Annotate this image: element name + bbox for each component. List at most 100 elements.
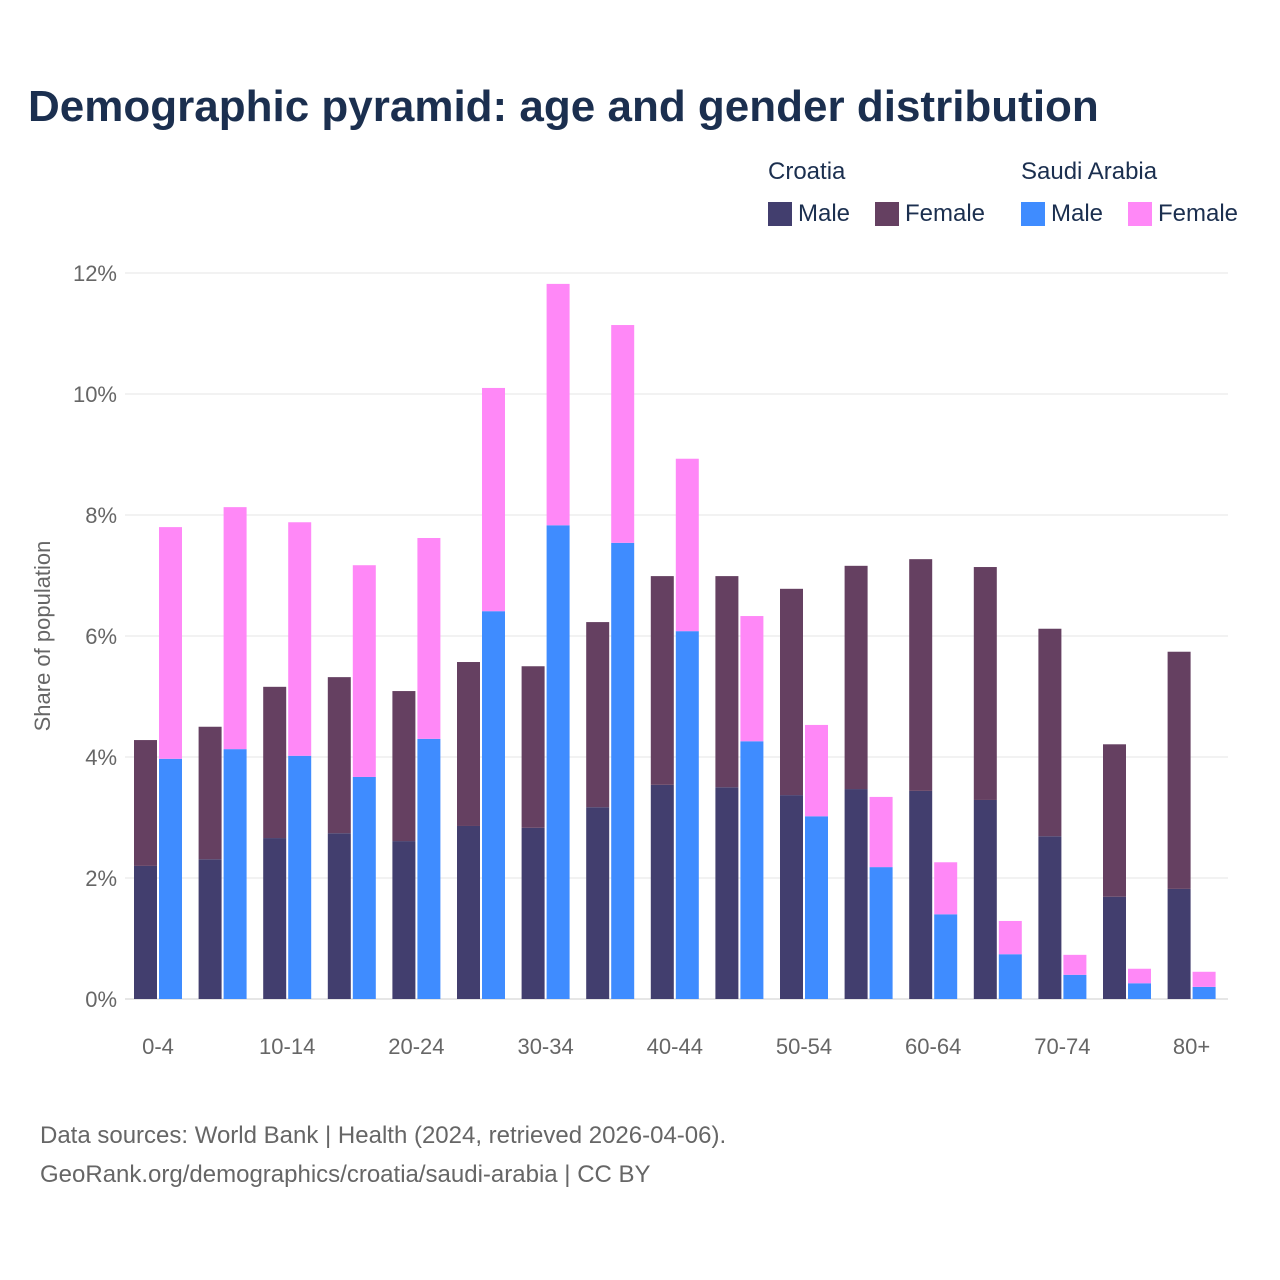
- bar-saudi-male: [1128, 983, 1151, 999]
- bar-saudi-female: [934, 862, 958, 915]
- bar-saudi-female: [288, 522, 312, 756]
- bar-croatia-male: [973, 799, 997, 999]
- bar-croatia-female: [1038, 628, 1062, 837]
- bar-croatia-female: [392, 691, 416, 842]
- source-url-line: GeoRank.org/demographics/croatia/saudi-a…: [40, 1161, 651, 1188]
- legend-label: Female: [905, 200, 986, 227]
- y-tick-label: 4%: [85, 745, 117, 770]
- x-tick-label: 50-54: [776, 1034, 832, 1059]
- bar-croatia-female: [1167, 651, 1191, 889]
- bar-saudi-female: [1063, 954, 1087, 975]
- bar-saudi-male: [998, 954, 1022, 999]
- bar-saudi-male: [159, 758, 182, 999]
- bar-saudi-male: [611, 542, 635, 999]
- bar-saudi-male: [288, 755, 312, 999]
- bar-croatia-male: [521, 827, 545, 999]
- bar-croatia-male: [1103, 896, 1126, 999]
- legend-swatch: [875, 202, 899, 226]
- bar-croatia-female: [457, 662, 480, 826]
- y-axis-label: Share of population: [30, 541, 55, 732]
- bar-saudi-female: [417, 537, 441, 739]
- bar-croatia-female: [973, 567, 997, 800]
- bar-saudi-female: [546, 283, 570, 526]
- source-note: Data sources: World Bank | Health (2024,…: [40, 1116, 726, 1194]
- bar-saudi-male: [740, 741, 764, 999]
- bar-croatia-male: [1167, 888, 1191, 999]
- bar-croatia-male: [844, 789, 868, 999]
- bar-croatia-female: [650, 576, 674, 785]
- legend-croatia-female: Female: [875, 200, 985, 228]
- bar-saudi-female: [482, 387, 505, 612]
- y-tick-label: 10%: [73, 382, 117, 407]
- bar-saudi-female: [352, 565, 376, 777]
- bar-croatia-male: [134, 865, 157, 999]
- bar-saudi-female: [1192, 971, 1216, 987]
- legend-saudi-male: Male: [1021, 200, 1103, 228]
- bar-saudi-female: [869, 796, 893, 868]
- bar-saudi-female: [998, 920, 1022, 955]
- bar-croatia-male: [780, 795, 803, 999]
- bar-croatia-female: [198, 726, 222, 860]
- bar-saudi-male: [934, 914, 958, 999]
- x-tick-label: 10-14: [259, 1034, 315, 1059]
- bar-saudi-female: [675, 458, 699, 632]
- bar-croatia-male: [650, 784, 674, 999]
- bar-saudi-male: [675, 631, 699, 999]
- bar-croatia-male: [327, 833, 351, 999]
- x-tick-label: 30-34: [517, 1034, 573, 1059]
- bar-saudi-male: [1192, 986, 1216, 999]
- legend-label: Female: [1158, 200, 1239, 227]
- legend-label: Male: [1051, 200, 1104, 227]
- x-tick-label: 60-64: [905, 1034, 961, 1059]
- source-line: Data sources: World Bank | Health (2024,…: [40, 1122, 727, 1149]
- bar-croatia-male: [457, 825, 480, 999]
- x-tick-label: 0-4: [142, 1034, 174, 1059]
- bar-saudi-female: [740, 616, 764, 742]
- bar-croatia-female: [521, 666, 545, 828]
- y-tick-label: 12%: [73, 261, 117, 286]
- bar-croatia-male: [586, 807, 610, 999]
- bar-croatia-female: [909, 559, 933, 791]
- bar-saudi-male: [869, 867, 893, 999]
- bar-croatia-female: [586, 622, 610, 808]
- x-tick-label: 40-44: [647, 1034, 703, 1059]
- bar-saudi-female: [1128, 968, 1151, 984]
- bar-saudi-female: [805, 724, 828, 817]
- bar-saudi-male: [417, 738, 441, 999]
- bar-saudi-female: [611, 325, 635, 543]
- bar-croatia-male: [198, 859, 222, 999]
- legend-swatch: [768, 202, 792, 226]
- bar-croatia-female: [715, 576, 739, 788]
- bar-croatia-male: [715, 787, 739, 999]
- bar-croatia-female: [780, 588, 803, 796]
- x-tick-label: 80+: [1173, 1034, 1210, 1059]
- bar-saudi-male: [482, 611, 505, 999]
- bar-croatia-male: [909, 790, 933, 999]
- bar-saudi-male: [1063, 974, 1087, 999]
- bar-croatia-female: [844, 565, 868, 790]
- bar-saudi-male: [546, 525, 570, 999]
- bar-croatia-female: [263, 686, 287, 839]
- bar-saudi-female: [223, 507, 247, 750]
- chart-title: Demographic pyramid: age and gender dist…: [28, 82, 1099, 131]
- legend-croatia-male: Male: [768, 200, 850, 228]
- legend-group-saudi-arabia: Saudi Arabia: [1021, 158, 1158, 185]
- bar-croatia-male: [1038, 836, 1062, 999]
- bar-saudi-male: [805, 816, 828, 999]
- bar-saudi-female: [159, 527, 182, 759]
- bar-croatia-male: [392, 841, 416, 999]
- legend-swatch: [1128, 202, 1152, 226]
- x-tick-label: 70-74: [1034, 1034, 1090, 1059]
- bar-saudi-male: [223, 749, 247, 999]
- y-tick-label: 8%: [85, 503, 117, 528]
- x-tick-label: 20-24: [388, 1034, 444, 1059]
- legend-group-croatia: Croatia: [768, 158, 846, 185]
- y-tick-label: 6%: [85, 624, 117, 649]
- bar-saudi-male: [352, 776, 376, 999]
- y-tick-label: 2%: [85, 866, 117, 891]
- bar-croatia-male: [263, 838, 287, 999]
- bar-croatia-female: [327, 677, 351, 834]
- legend-label: Male: [798, 200, 851, 227]
